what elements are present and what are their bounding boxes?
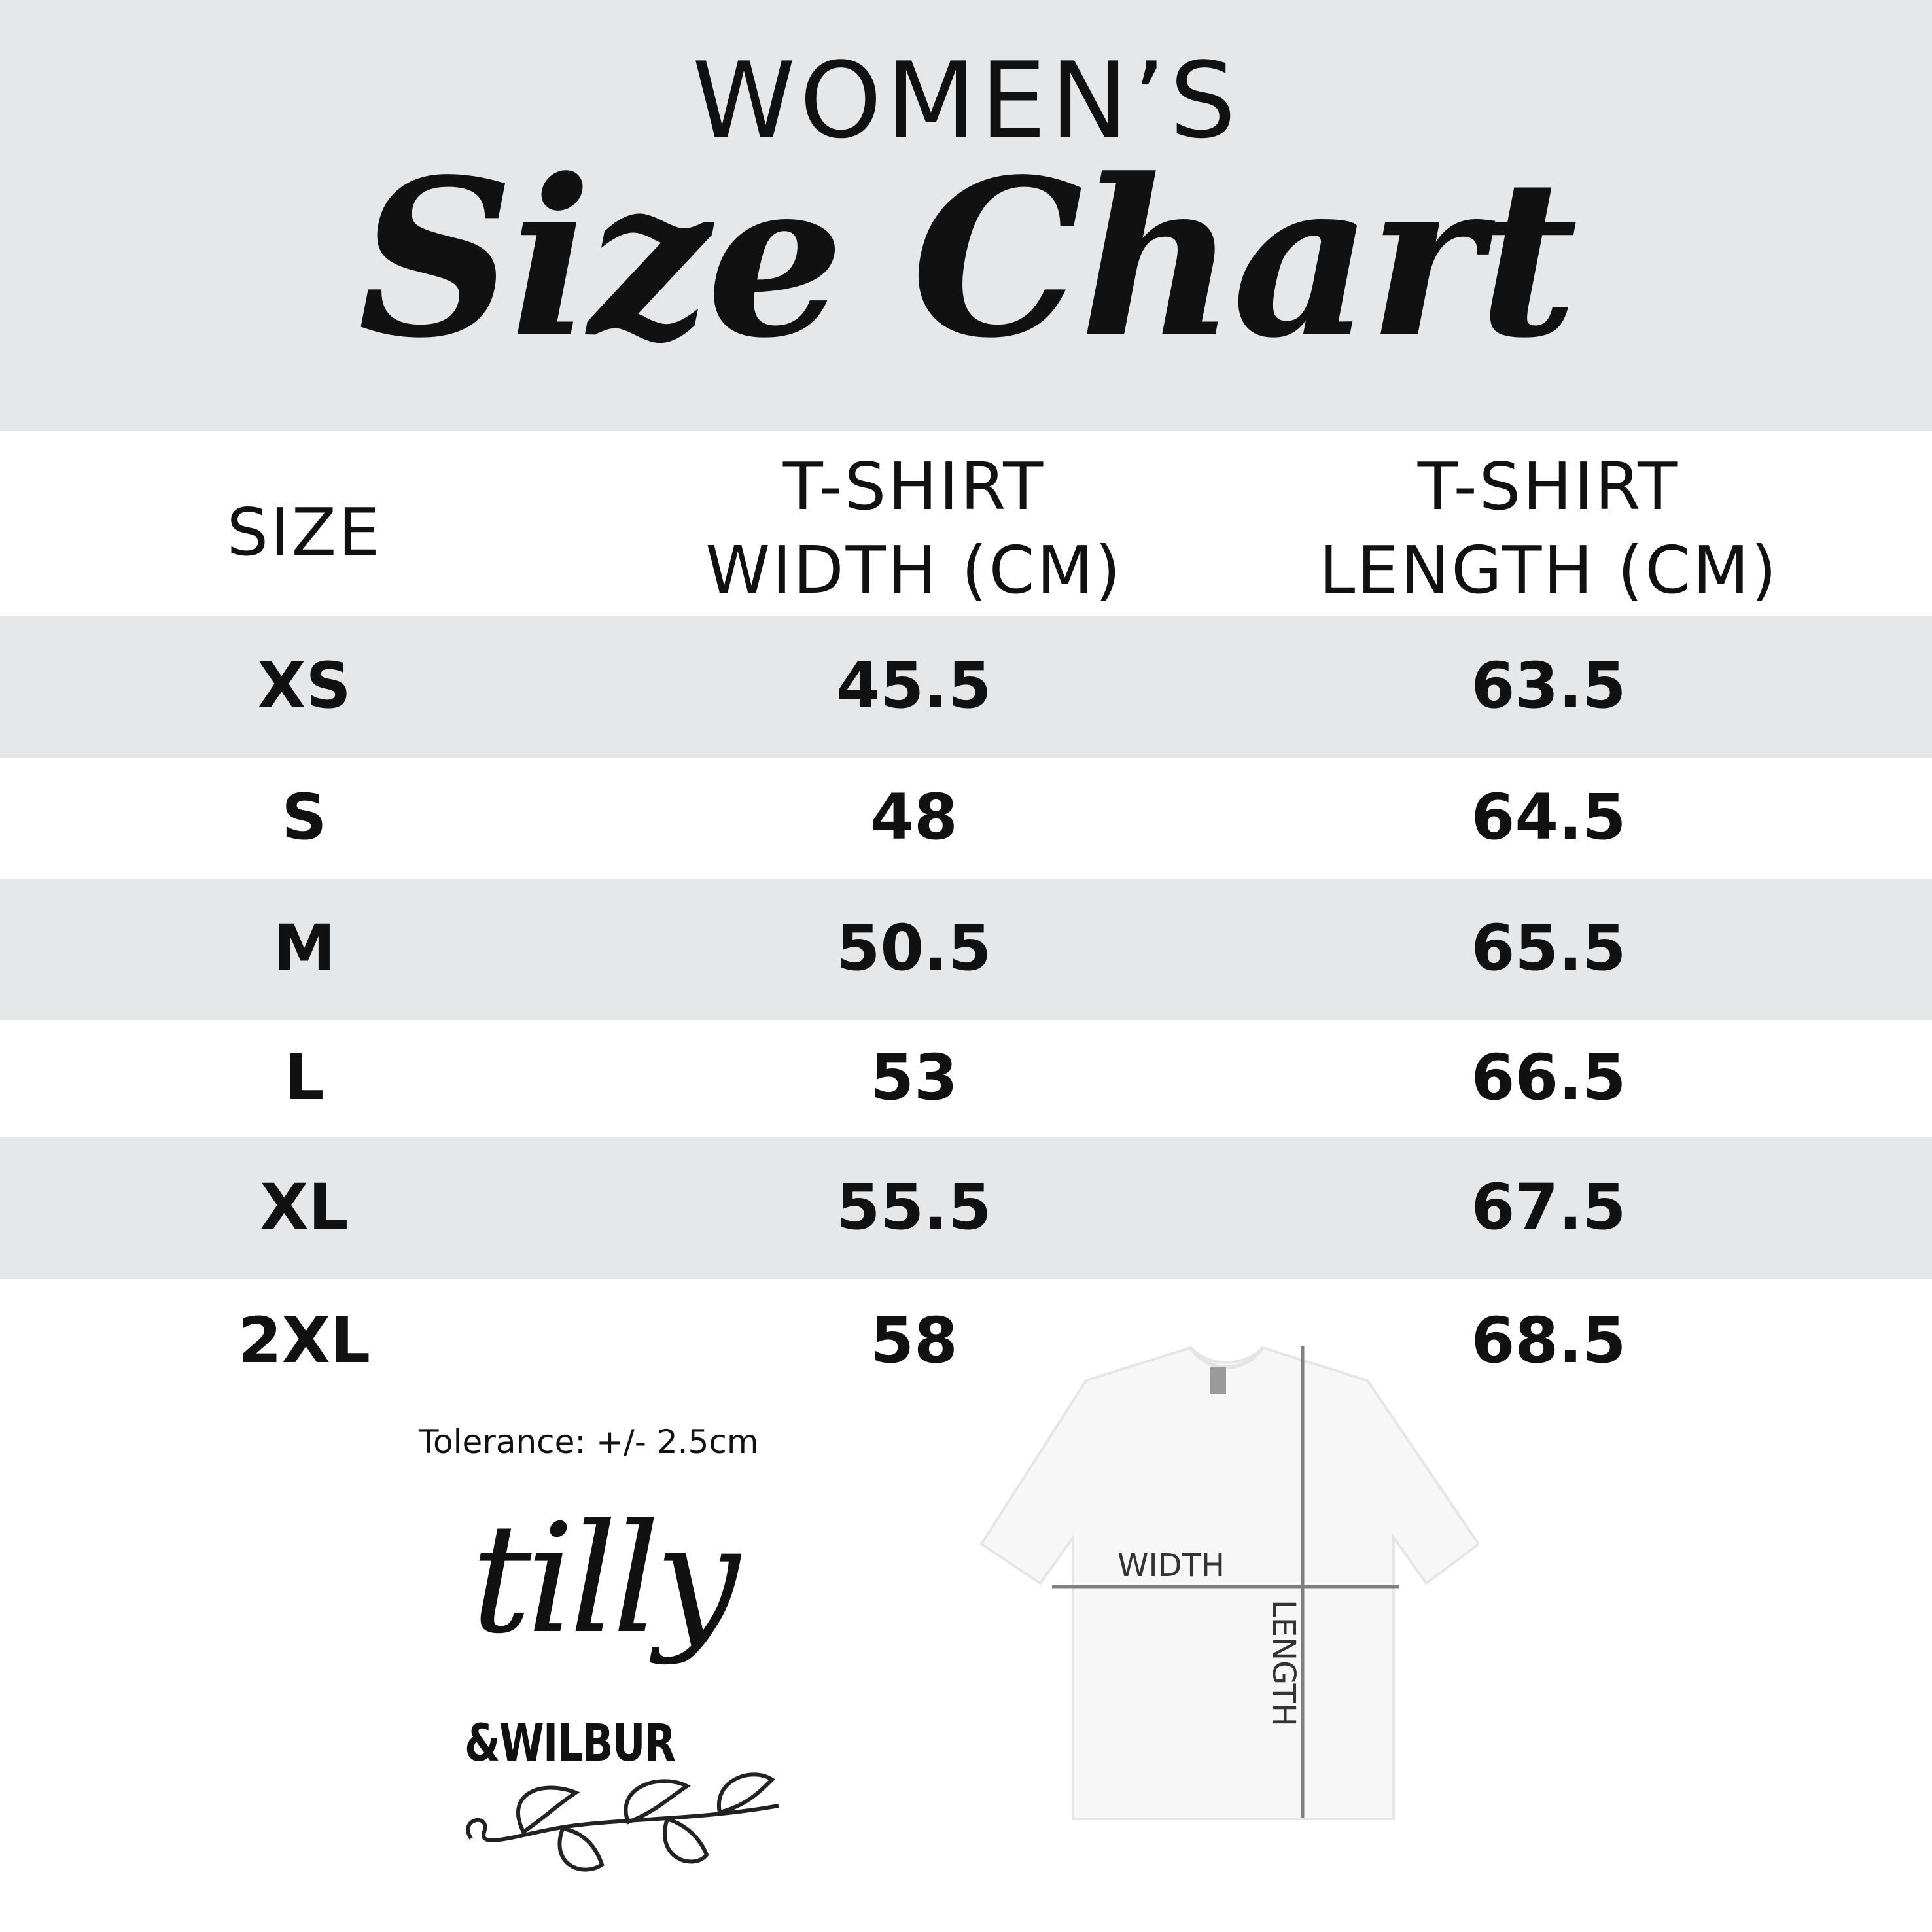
tshirt-diagram: WIDTH LENGTH <box>975 1341 1481 1825</box>
length-cell: 66.5 <box>1471 1040 1626 1114</box>
length-cell: 65.5 <box>1471 911 1626 985</box>
brand-logo: tilly &WILBUR <box>445 1505 798 1884</box>
length-label: LENGTH <box>1265 1600 1302 1727</box>
logo-tilly: tilly <box>471 1492 740 1667</box>
column-header-length: T-SHIRT LENGTH (CM) <box>1254 445 1843 612</box>
column-header-size-text: SIZE <box>226 494 382 571</box>
column-header-width: T-SHIRT WIDTH (CM) <box>652 445 1176 612</box>
table-row-band <box>0 879 1932 1020</box>
logo-wilbur: &WILBUR <box>465 1714 676 1773</box>
size-cell: XS <box>257 649 351 722</box>
page-title: Size Chart <box>358 132 1578 385</box>
column-header-width-line2: WIDTH (CM) <box>705 532 1123 608</box>
size-cell: 2XL <box>238 1304 370 1377</box>
length-cell: 68.5 <box>1471 1304 1626 1377</box>
leaf-vine-icon <box>466 1772 779 1872</box>
width-cell: 45.5 <box>836 649 992 722</box>
width-cell: 58 <box>870 1304 958 1377</box>
neck-label-icon <box>1210 1367 1226 1394</box>
column-header-length-line1: T-SHIRT <box>1417 448 1680 525</box>
subtitle: WOMEN’S <box>692 39 1240 162</box>
table-row-band <box>0 616 1932 758</box>
size-cell: S <box>281 780 327 854</box>
width-cell: 48 <box>870 780 958 854</box>
title-band <box>0 0 1932 431</box>
width-cell: 55.5 <box>836 1170 992 1244</box>
tolerance-note: Tolerance: +/- 2.5cm <box>419 1423 759 1461</box>
column-header-length-line2: LENGTH (CM) <box>1318 532 1779 608</box>
size-cell: M <box>273 911 336 985</box>
table-row-band <box>0 1137 1932 1279</box>
size-cell: XL <box>260 1170 349 1244</box>
column-header-size: SIZE <box>108 491 501 574</box>
length-cell: 64.5 <box>1471 780 1626 854</box>
length-cell: 67.5 <box>1471 1170 1626 1244</box>
size-cell: L <box>284 1040 325 1114</box>
tshirt-icon <box>979 1346 1481 1820</box>
width-label: WIDTH <box>1117 1547 1225 1584</box>
length-cell: 63.5 <box>1471 649 1626 722</box>
width-cell: 53 <box>870 1040 958 1114</box>
width-cell: 50.5 <box>836 911 992 985</box>
column-header-width-line1: T-SHIRT <box>782 448 1045 525</box>
